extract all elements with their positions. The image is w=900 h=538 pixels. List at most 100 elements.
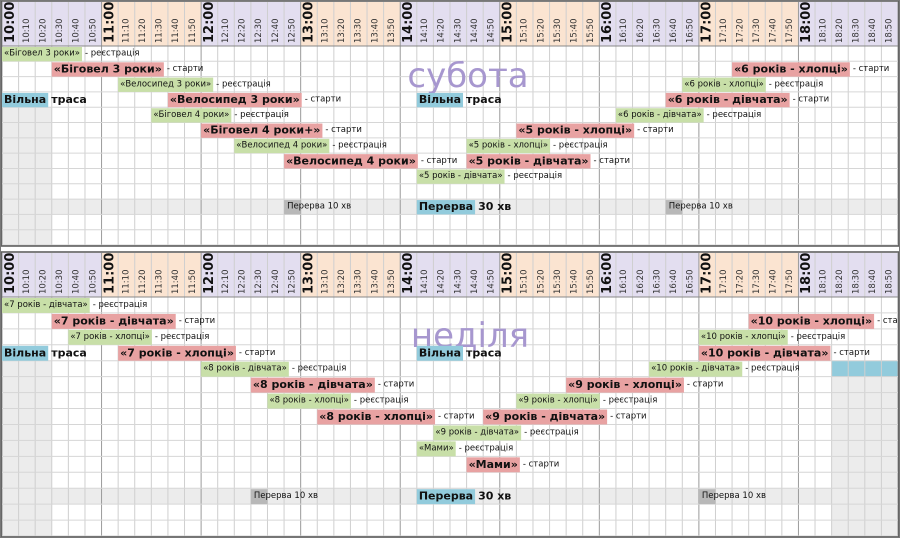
event-name: «7 років - дівчата» bbox=[4, 300, 88, 310]
event-name: Перерва 10 хв bbox=[702, 491, 766, 501]
event-bg bbox=[416, 200, 476, 215]
event-suffix: траса bbox=[466, 93, 502, 106]
event-name: «9 років - дівчата» bbox=[485, 410, 605, 423]
hour-label: 17:00 bbox=[700, 253, 715, 294]
event-suffix: - реєстрація bbox=[354, 396, 409, 406]
event-name: Вільна bbox=[419, 93, 461, 106]
event-name: Перерва 10 хв bbox=[669, 202, 733, 212]
minute-label: 13:10 bbox=[321, 19, 331, 44]
event-suffix: - реєстрація bbox=[769, 79, 824, 89]
event: «5 років - хлопці» - старти bbox=[516, 123, 674, 138]
shaded-cells bbox=[2, 107, 52, 245]
minute-label: 13:40 bbox=[370, 270, 380, 295]
minute-label: 15:20 bbox=[536, 19, 546, 44]
hour-label: 12:00 bbox=[202, 253, 217, 294]
event: Перерва 30 хв bbox=[416, 489, 511, 505]
minute-label: 14:10 bbox=[420, 19, 430, 44]
minute-label: 16:10 bbox=[619, 19, 629, 44]
minute-label: 14:20 bbox=[437, 19, 447, 44]
event-name: «8 років - хлопці» bbox=[269, 396, 348, 406]
hour-label: 14:00 bbox=[401, 2, 416, 43]
event-bg bbox=[2, 47, 82, 62]
event: «5 років - дівчата» - реєстрація bbox=[416, 169, 562, 184]
event-suffix: - старти bbox=[853, 64, 889, 74]
event: «Велосипед 4 роки» - старти bbox=[284, 154, 457, 169]
event-name: «9 років - хлопці» bbox=[518, 396, 597, 406]
event-bg bbox=[267, 393, 351, 409]
event: «6 років - дівчата» - реєстрація bbox=[615, 108, 761, 123]
event-name: Перерва bbox=[419, 200, 473, 213]
event: Перерва 30 хв bbox=[416, 200, 511, 215]
event-suffix: - реєстрація bbox=[791, 332, 846, 342]
hour-label: 15:00 bbox=[501, 253, 516, 294]
event: «Біговел 3 роки» - реєстрація bbox=[2, 47, 140, 62]
minute-label: 12:10 bbox=[221, 270, 231, 295]
event-suffix: - старти bbox=[877, 316, 900, 326]
day-label: субота bbox=[407, 56, 528, 96]
event-suffix: 30 хв bbox=[478, 200, 511, 213]
event-bg bbox=[317, 409, 436, 425]
event-bg bbox=[51, 313, 176, 329]
event-suffix: - старти bbox=[421, 156, 457, 166]
event-name: «Біговел 3 роки» bbox=[54, 62, 162, 75]
event: Вільна траса bbox=[416, 345, 502, 361]
event: «10 років - хлопці» - реєстрація bbox=[698, 329, 846, 345]
event: «9 років - хлопці» - старти bbox=[566, 377, 723, 393]
event: Вільна траса bbox=[2, 345, 87, 361]
minute-label: 16:30 bbox=[652, 19, 662, 44]
minute-label: 11:40 bbox=[171, 19, 181, 44]
event-bg bbox=[234, 138, 330, 154]
event-name: «6 років - дівчата» bbox=[668, 93, 788, 106]
event: «10 років - хлопці» - старти bbox=[748, 313, 900, 329]
event-name: «9 років - хлопці» bbox=[568, 378, 682, 391]
event-bg bbox=[2, 298, 90, 313]
minute-label: 13:30 bbox=[354, 270, 364, 295]
minute-label: 10:30 bbox=[55, 19, 65, 44]
hour-label: 16:00 bbox=[600, 253, 615, 294]
event-block bbox=[698, 489, 716, 505]
event-bg bbox=[68, 329, 152, 345]
event: «9 років - дівчата» - реєстрація bbox=[433, 425, 579, 441]
event-block bbox=[284, 200, 301, 215]
event-bg bbox=[167, 92, 302, 108]
minute-label: 15:40 bbox=[569, 270, 579, 295]
minute-label: 18:10 bbox=[818, 270, 828, 295]
minute-label: 10:10 bbox=[22, 270, 32, 295]
day-panel: 10:00 10:10 10:20 10:30 10:40 10:50 11:00 11:10… bbox=[0, 0, 900, 247]
minute-label: 15:30 bbox=[553, 19, 563, 44]
event-name: «5 років - хлопці» bbox=[469, 141, 548, 151]
event-bg bbox=[416, 345, 464, 361]
event-name: «5 років - хлопці» bbox=[518, 124, 632, 137]
event: Вільна траса bbox=[2, 92, 87, 108]
minute-label: 12:30 bbox=[254, 270, 264, 295]
event-bg bbox=[416, 92, 464, 108]
event: «5 років - дівчата» - старти bbox=[466, 154, 630, 169]
event-bg bbox=[51, 62, 164, 77]
minute-label: 12:50 bbox=[287, 19, 297, 44]
minute-label: 12:20 bbox=[238, 270, 248, 295]
minute-label: 10:20 bbox=[38, 270, 48, 295]
event-name: «10 років - хлопці» bbox=[701, 332, 786, 342]
event-bg bbox=[201, 361, 289, 377]
event-name: Перерва 10 хв bbox=[287, 202, 351, 212]
minute-label: 18:20 bbox=[835, 270, 845, 295]
minute-label: 10:10 bbox=[22, 19, 32, 44]
hour-label: 11:00 bbox=[102, 253, 117, 294]
event: «Біговел 4 роки+» - старти bbox=[201, 123, 362, 138]
hour-label: 18:00 bbox=[799, 253, 814, 294]
event-bg bbox=[665, 92, 790, 108]
event-name: «6 років - хлопці» bbox=[684, 79, 763, 89]
event: Перерва 10 хв bbox=[698, 489, 766, 505]
minute-label: 10:40 bbox=[72, 270, 82, 295]
event-name: «7 років - дівчата» bbox=[54, 314, 174, 327]
event-bg bbox=[516, 123, 635, 138]
minute-label: 10:30 bbox=[55, 270, 65, 295]
event-suffix: - реєстрація bbox=[85, 49, 140, 59]
event: «7 років - дівчата» - старти bbox=[51, 313, 215, 329]
minute-label: 11:20 bbox=[138, 19, 148, 44]
hour-label: 10:00 bbox=[3, 2, 18, 43]
event-name: «8 років - дівчата» bbox=[203, 364, 287, 374]
minute-label: 15:10 bbox=[520, 19, 530, 44]
minute-label: 16:30 bbox=[652, 270, 662, 295]
event: «Біговел 4 роки» - реєстрація bbox=[151, 108, 289, 123]
